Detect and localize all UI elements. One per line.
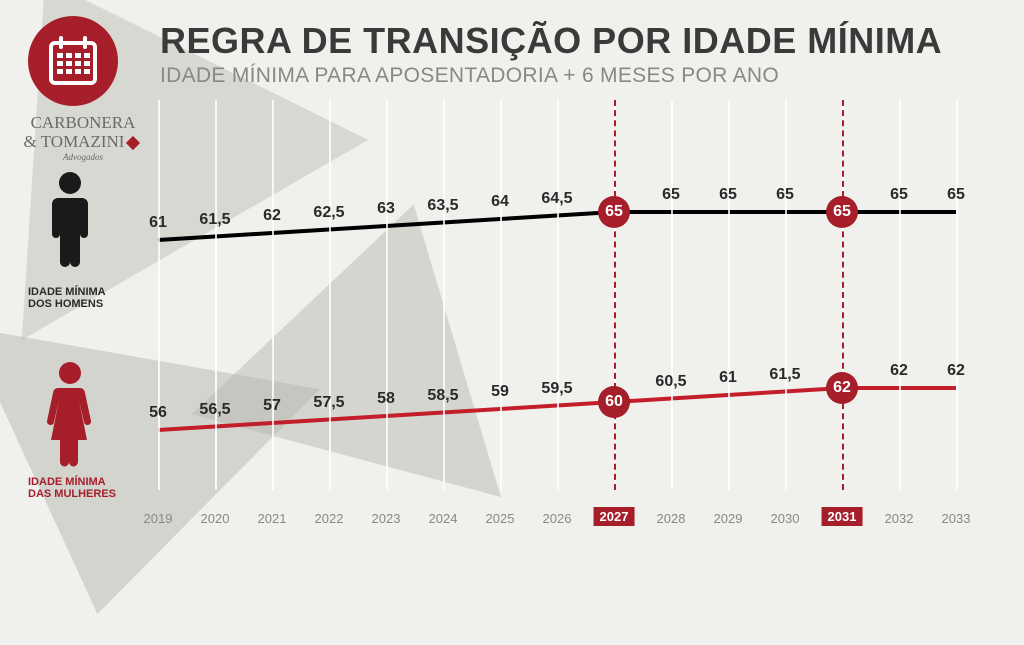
highlight-line — [614, 100, 616, 490]
brand-line1: CARBONERA — [18, 114, 148, 133]
value-label: 63 — [377, 200, 395, 218]
chart-lines — [148, 100, 1004, 530]
value-label: 61 — [719, 369, 737, 387]
value-label: 64 — [491, 193, 509, 211]
year-label: 2033 — [942, 511, 971, 526]
value-label: 61,5 — [199, 211, 230, 229]
year-label: 2022 — [315, 511, 344, 526]
value-label: 62 — [947, 362, 965, 380]
calendar-icon — [47, 35, 99, 87]
gridline — [899, 100, 901, 490]
women-label: IDADE MÍNIMA DAS MULHERES — [28, 476, 116, 500]
year-label: 2026 — [543, 511, 572, 526]
gridline — [785, 100, 787, 490]
gridline — [557, 100, 559, 490]
value-label: 61,5 — [769, 366, 800, 384]
year-badge: 2027 — [594, 507, 635, 526]
highlight-line — [842, 100, 844, 490]
man-icon — [46, 170, 94, 280]
men-label: IDADE MÍNIMA DOS HOMENS — [28, 286, 106, 310]
value-label: 65 — [719, 186, 737, 204]
value-label: 57,5 — [313, 394, 344, 412]
gridline — [386, 100, 388, 490]
gridline — [158, 100, 160, 490]
value-label: 61 — [149, 214, 167, 232]
woman-icon — [46, 360, 94, 470]
gridline — [671, 100, 673, 490]
year-label: 2028 — [657, 511, 686, 526]
value-label: 58,5 — [427, 387, 458, 405]
page-subtitle: IDADE MÍNIMA PARA APOSENTADORIA + 6 MESE… — [160, 64, 779, 88]
value-badge: 60 — [598, 386, 630, 418]
year-label: 2021 — [258, 511, 287, 526]
year-label: 2019 — [144, 511, 173, 526]
brand-line2: & TOMAZINI — [18, 133, 148, 152]
value-label: 65 — [890, 186, 908, 204]
value-label: 60,5 — [655, 373, 686, 391]
year-label: 2032 — [885, 511, 914, 526]
value-label: 62,5 — [313, 204, 344, 222]
value-label: 62 — [890, 362, 908, 380]
value-label: 65 — [947, 186, 965, 204]
gridline — [500, 100, 502, 490]
value-label: 57 — [263, 397, 281, 415]
value-label: 58 — [377, 390, 395, 408]
year-label: 2025 — [486, 511, 515, 526]
year-badge: 2031 — [822, 507, 863, 526]
brand-sub: Advogados — [18, 153, 148, 163]
brand-logo: CARBONERA & TOMAZINI Advogados — [18, 114, 148, 163]
value-badge: 62 — [826, 372, 858, 404]
gridline — [329, 100, 331, 490]
value-badge: 65 — [826, 196, 858, 228]
transition-chart: 2019202020212022202320242025202620272028… — [148, 100, 1004, 530]
year-label: 2029 — [714, 511, 743, 526]
year-label: 2024 — [429, 511, 458, 526]
year-label: 2030 — [771, 511, 800, 526]
value-label: 62 — [263, 207, 281, 225]
value-label: 56 — [149, 404, 167, 422]
gridline — [728, 100, 730, 490]
diamond-icon — [126, 136, 140, 150]
year-label: 2020 — [201, 511, 230, 526]
calendar-icon-circle — [28, 16, 118, 106]
value-label: 59,5 — [541, 380, 572, 398]
gridline — [443, 100, 445, 490]
value-label: 64,5 — [541, 190, 572, 208]
value-label: 65 — [662, 186, 680, 204]
page-title: REGRA DE TRANSIÇÃO POR IDADE MÍNIMA — [160, 20, 942, 62]
value-label: 63,5 — [427, 197, 458, 215]
value-badge: 65 — [598, 196, 630, 228]
value-label: 65 — [776, 186, 794, 204]
gridline — [956, 100, 958, 490]
value-label: 56,5 — [199, 401, 230, 419]
value-label: 59 — [491, 383, 509, 401]
gridline — [215, 100, 217, 490]
gridline — [272, 100, 274, 490]
year-label: 2023 — [372, 511, 401, 526]
